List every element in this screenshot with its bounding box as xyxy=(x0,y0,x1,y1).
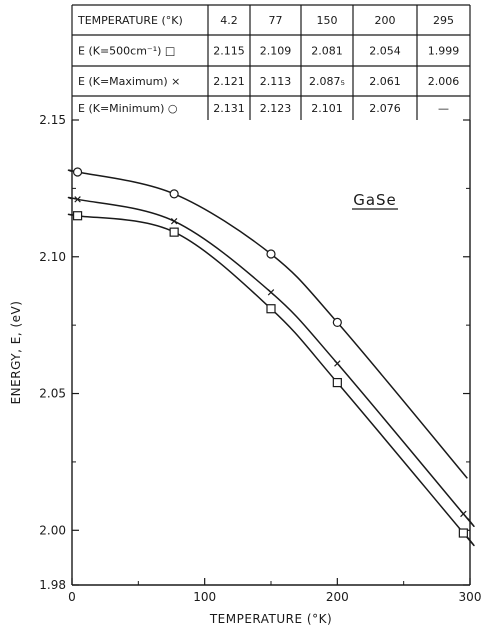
material-label: GaSe xyxy=(353,191,397,209)
y-tick-label: 1.98 xyxy=(39,578,66,592)
y-tick-label: 2.05 xyxy=(39,387,66,401)
x-tick-label: 300 xyxy=(459,590,482,604)
y-axis-title: ENERGY, E, (eV) xyxy=(9,301,23,405)
table-cell: 2.109 xyxy=(260,45,292,58)
table-cell: 2.121 xyxy=(213,75,245,88)
table-cell: 295 xyxy=(433,14,454,27)
data-point-square xyxy=(169,227,179,237)
data-point-square xyxy=(458,528,468,538)
table-cell: 77 xyxy=(269,14,283,27)
series-line-cross xyxy=(67,196,475,528)
table-cell: 2.006 xyxy=(428,75,460,88)
data-point-cross xyxy=(74,196,81,203)
table-cell: — xyxy=(438,102,449,115)
table-cell: 1.999 xyxy=(428,45,460,58)
data-point-cross xyxy=(334,360,341,367)
data-point-square xyxy=(332,377,342,388)
table-cell: 4.2 xyxy=(220,14,238,27)
data-point-cross xyxy=(267,289,275,296)
table-cell: 2.054 xyxy=(369,45,401,58)
data-point-circle xyxy=(332,317,342,328)
table-cell: 2.076 xyxy=(369,102,401,115)
data-point-circle xyxy=(72,167,83,177)
data-point-cross xyxy=(170,217,178,225)
table-cell: 2.113 xyxy=(260,75,292,88)
table-row-label: E (K=Minimum) ○ xyxy=(78,102,178,115)
data-point-square xyxy=(72,211,83,221)
data-point-circle xyxy=(169,189,179,199)
y-tick-label: 2.10 xyxy=(39,250,66,264)
table-cell: 2.087₅ xyxy=(309,75,345,88)
table-cell: 2.101 xyxy=(311,102,343,115)
x-tick-label: 100 xyxy=(193,590,216,604)
data-point-cross xyxy=(460,510,467,518)
x-tick-label: 200 xyxy=(326,590,349,604)
y-tick-label: 2.00 xyxy=(39,523,66,537)
table-row-label: E (K=500cm⁻¹) □ xyxy=(78,45,175,58)
x-axis-title: TEMPERATURE (°K) xyxy=(209,612,332,626)
table-row-label: E (K=Maximum) × xyxy=(78,75,180,88)
table-cell: 2.123 xyxy=(260,102,292,115)
table-cell: 2.131 xyxy=(213,102,245,115)
data-point-circle xyxy=(266,249,276,259)
table-cell: 150 xyxy=(317,14,338,27)
y-tick-label: 2.15 xyxy=(39,113,66,127)
table-cell: 2.061 xyxy=(369,75,401,88)
table-row-label: TEMPERATURE (°K) xyxy=(77,14,183,27)
table-cell: 2.115 xyxy=(213,45,245,58)
table-cell: 2.081 xyxy=(311,45,343,58)
x-tick-label: 0 xyxy=(68,590,76,604)
table-cell: 200 xyxy=(375,14,396,27)
series-line-square xyxy=(67,213,475,547)
series-line-circle xyxy=(67,169,468,479)
data-point-square xyxy=(266,304,276,314)
